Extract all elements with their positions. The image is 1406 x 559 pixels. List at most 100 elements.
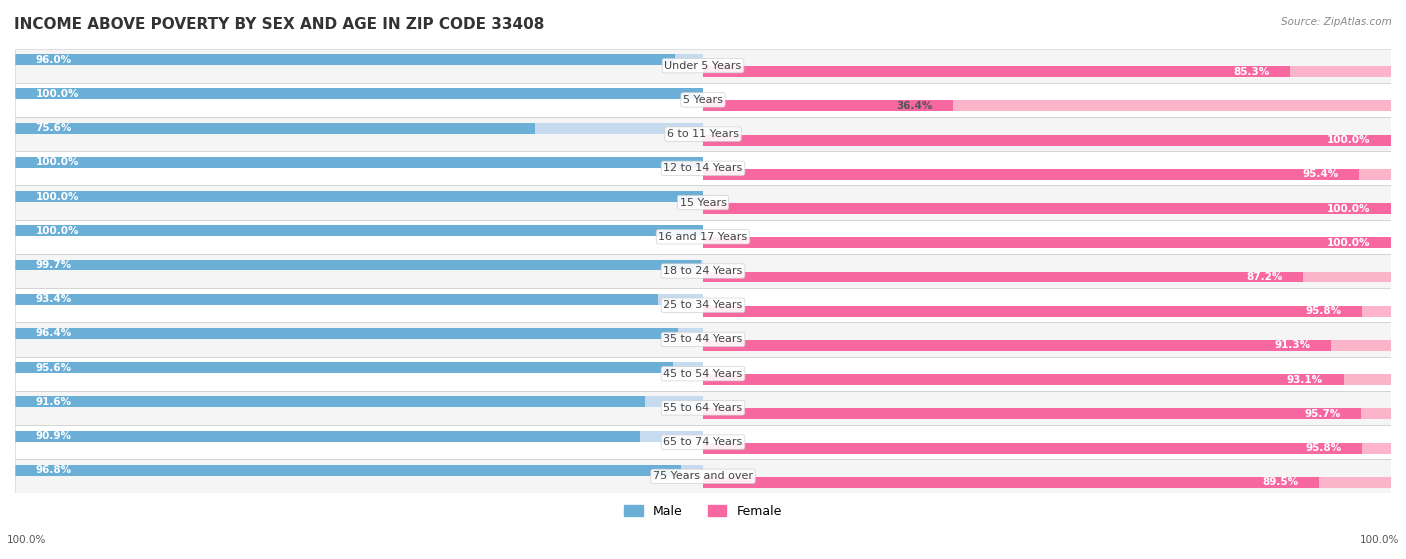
- Text: 95.8%: 95.8%: [1305, 443, 1341, 453]
- Text: 100.0%: 100.0%: [1327, 135, 1371, 145]
- Bar: [15, 323, 1391, 357]
- Text: INCOME ABOVE POVERTY BY SEX AND AGE IN ZIP CODE 33408: INCOME ABOVE POVERTY BY SEX AND AGE IN Z…: [14, 17, 544, 32]
- Bar: [15, 323, 1391, 357]
- Bar: [15, 117, 1391, 151]
- Bar: [703, 409, 1391, 419]
- Text: 96.0%: 96.0%: [35, 55, 72, 65]
- Text: 96.4%: 96.4%: [35, 329, 72, 338]
- Text: 100.0%: 100.0%: [35, 192, 79, 202]
- Text: 18 to 24 Years: 18 to 24 Years: [664, 266, 742, 276]
- Bar: [703, 443, 1391, 453]
- Bar: [703, 306, 1362, 317]
- Bar: [15, 259, 702, 271]
- Text: 15 Years: 15 Years: [679, 197, 727, 207]
- Bar: [15, 157, 703, 168]
- Bar: [15, 459, 1391, 494]
- Bar: [703, 477, 1391, 488]
- Bar: [15, 357, 1391, 391]
- Bar: [15, 83, 1391, 117]
- Bar: [703, 272, 1303, 282]
- Bar: [703, 135, 1391, 145]
- Bar: [703, 374, 1344, 385]
- Bar: [703, 443, 1362, 453]
- Text: 91.6%: 91.6%: [35, 397, 72, 407]
- Legend: Male, Female: Male, Female: [619, 500, 787, 523]
- Text: 100.0%: 100.0%: [1360, 535, 1399, 545]
- Bar: [15, 288, 1391, 323]
- Text: 35 to 44 Years: 35 to 44 Years: [664, 334, 742, 344]
- Bar: [15, 465, 703, 476]
- Text: 95.8%: 95.8%: [1305, 306, 1341, 316]
- Bar: [15, 254, 1391, 288]
- Bar: [15, 259, 703, 271]
- Bar: [703, 374, 1391, 385]
- Text: 87.2%: 87.2%: [1246, 272, 1282, 282]
- Text: 89.5%: 89.5%: [1263, 477, 1298, 487]
- Bar: [15, 122, 536, 134]
- Text: 6 to 11 Years: 6 to 11 Years: [666, 129, 740, 139]
- Bar: [15, 328, 678, 339]
- Bar: [15, 430, 640, 442]
- Text: 85.3%: 85.3%: [1233, 67, 1270, 77]
- Text: 90.9%: 90.9%: [35, 431, 72, 441]
- Text: 93.4%: 93.4%: [35, 294, 72, 304]
- Bar: [15, 288, 1391, 323]
- Bar: [15, 425, 1391, 459]
- Text: 25 to 34 Years: 25 to 34 Years: [664, 300, 742, 310]
- Text: Under 5 Years: Under 5 Years: [665, 61, 741, 70]
- Text: Source: ZipAtlas.com: Source: ZipAtlas.com: [1281, 17, 1392, 27]
- Bar: [15, 362, 672, 373]
- Bar: [15, 191, 703, 202]
- Bar: [703, 66, 1391, 77]
- Bar: [15, 117, 1391, 151]
- Bar: [15, 122, 703, 134]
- Text: 100.0%: 100.0%: [35, 226, 79, 236]
- Bar: [15, 220, 1391, 254]
- Text: 75.6%: 75.6%: [35, 123, 72, 133]
- Bar: [15, 425, 1391, 459]
- Bar: [703, 306, 1391, 317]
- Bar: [15, 151, 1391, 186]
- Bar: [15, 396, 703, 408]
- Bar: [15, 49, 1391, 83]
- Bar: [15, 430, 703, 442]
- Text: 96.8%: 96.8%: [35, 465, 72, 475]
- Bar: [15, 459, 1391, 494]
- Bar: [703, 169, 1391, 180]
- Text: 55 to 64 Years: 55 to 64 Years: [664, 403, 742, 413]
- Bar: [15, 294, 658, 305]
- Text: 95.6%: 95.6%: [35, 363, 72, 373]
- Text: 93.1%: 93.1%: [1286, 375, 1323, 385]
- Bar: [15, 328, 703, 339]
- Bar: [15, 294, 703, 305]
- Text: 12 to 14 Years: 12 to 14 Years: [664, 163, 742, 173]
- Text: 5 Years: 5 Years: [683, 95, 723, 105]
- Bar: [703, 340, 1331, 351]
- Text: 65 to 74 Years: 65 to 74 Years: [664, 437, 742, 447]
- Bar: [15, 391, 1391, 425]
- Bar: [15, 54, 703, 65]
- Bar: [703, 203, 1391, 214]
- Bar: [15, 83, 1391, 117]
- Text: 99.7%: 99.7%: [35, 260, 72, 270]
- Text: 100.0%: 100.0%: [1327, 203, 1371, 214]
- Bar: [15, 186, 1391, 220]
- Bar: [703, 272, 1391, 282]
- Bar: [703, 340, 1391, 351]
- Bar: [703, 66, 1289, 77]
- Bar: [15, 220, 1391, 254]
- Text: 16 and 17 Years: 16 and 17 Years: [658, 232, 748, 242]
- Bar: [703, 237, 1391, 248]
- Bar: [703, 101, 1391, 111]
- Bar: [15, 49, 1391, 83]
- Bar: [15, 88, 703, 100]
- Bar: [15, 357, 1391, 391]
- Text: 36.4%: 36.4%: [897, 101, 932, 111]
- Text: 100.0%: 100.0%: [35, 157, 79, 167]
- Text: 100.0%: 100.0%: [7, 535, 46, 545]
- Bar: [15, 151, 1391, 186]
- Text: 91.3%: 91.3%: [1274, 340, 1310, 350]
- Bar: [15, 396, 645, 408]
- Bar: [703, 409, 1361, 419]
- Text: 75 Years and over: 75 Years and over: [652, 471, 754, 481]
